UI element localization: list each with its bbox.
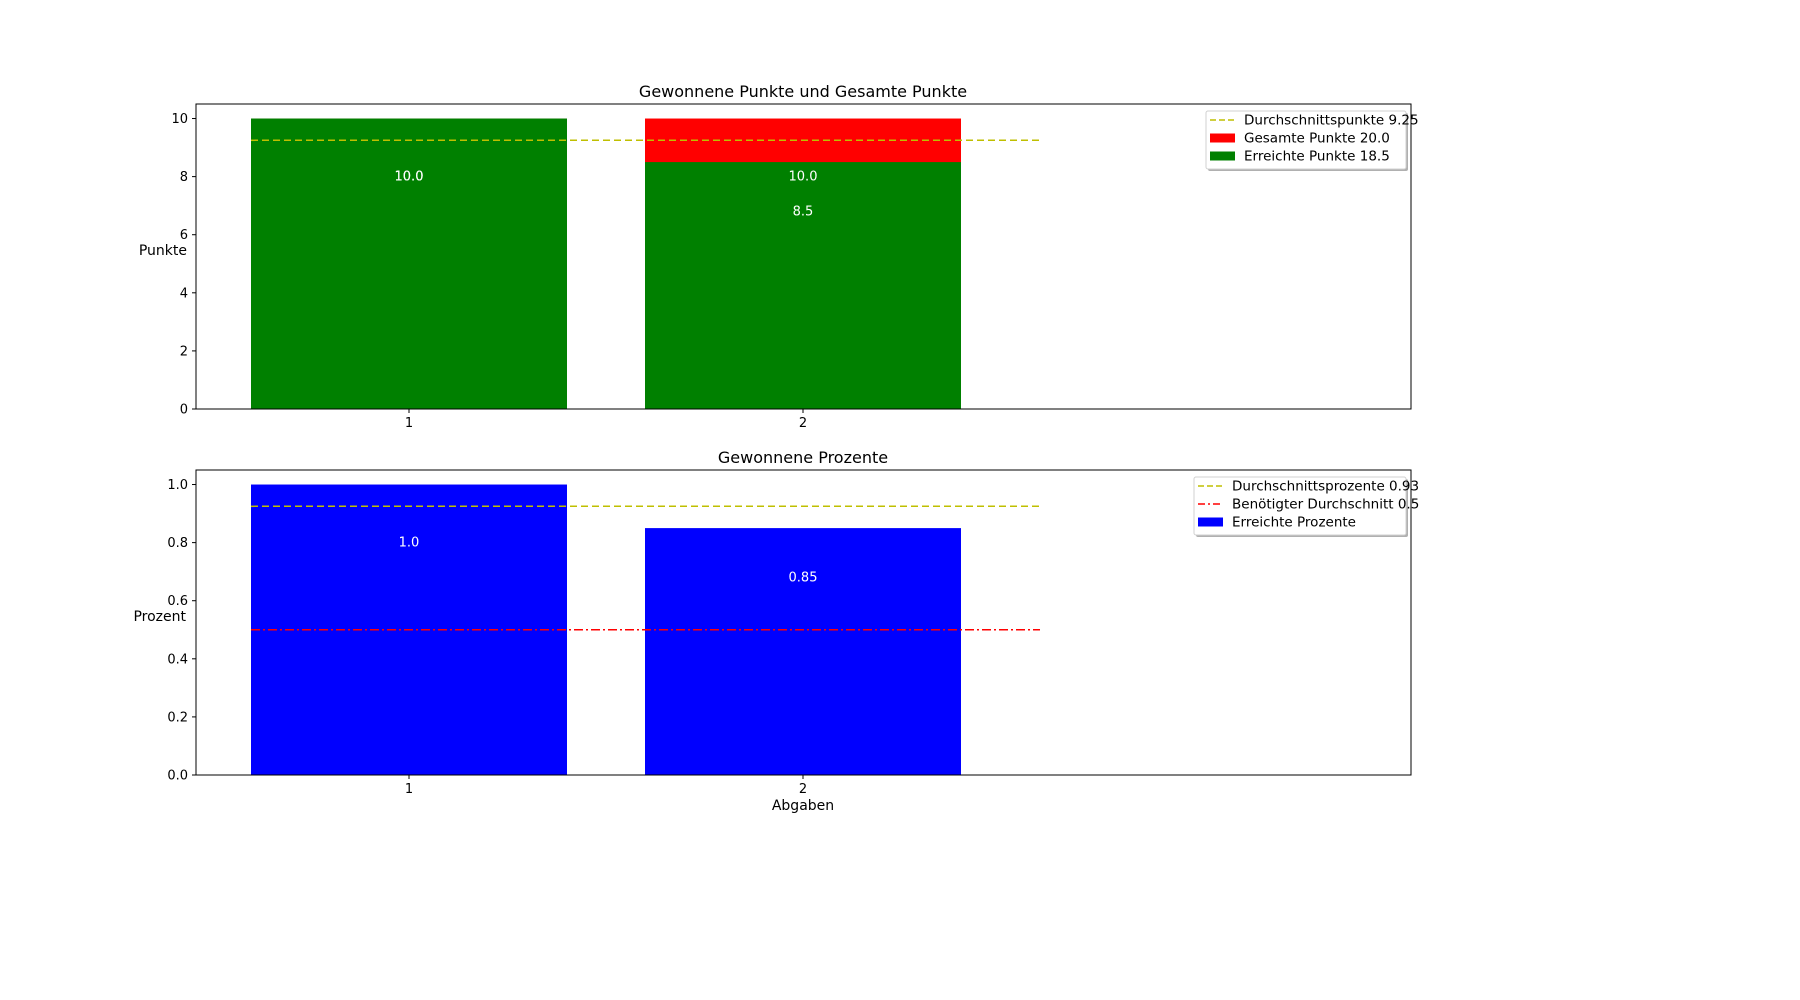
legend-box (1205, 110, 1407, 170)
y-axis-label: Prozent (133, 609, 186, 625)
legend-entry-label: Erreichte Punkte 18.5 (1244, 149, 1390, 165)
bar-label-series-0-cat-0: 1.0 (399, 536, 420, 551)
bar-series-1-cat-0 (251, 118, 567, 410)
legend-entry-label: Durchschnittsprozente 0.93 (1232, 479, 1419, 495)
percent-chart: Gewonnene Prozente Prozent Abgaben 1.0 0.… (133, 448, 1419, 814)
y-tick-label: 0.2 (167, 710, 188, 725)
bar-label-series-1-cat-0: 10.0 (395, 170, 424, 185)
x-axis-label: Abgaben (772, 798, 834, 814)
bar-series-0-cat-1 (645, 528, 961, 775)
legend-handle-patch (1210, 151, 1235, 161)
y-tick-label: 0 (180, 403, 188, 418)
chart-title: Gewonnene Prozente (718, 448, 888, 467)
x-tick-label: 1 (405, 416, 413, 431)
x-tick-label: 2 (799, 782, 807, 797)
y-axis-label: Punkte (139, 243, 187, 259)
y-tick-label: 2 (180, 344, 188, 359)
y-tick-label: 1.0 (167, 478, 188, 493)
plot-frame (195, 103, 1412, 410)
legend-entry-label: Erreichte Prozente (1232, 515, 1356, 531)
plot-frame (195, 469, 1412, 776)
bar-label-series-0-cat-1: 10.0 (789, 170, 818, 185)
legend-box (1193, 476, 1407, 536)
y-tick-label: 4 (180, 286, 188, 301)
legend-entry-label: Durchschnittspunkte 9.25 (1244, 113, 1419, 129)
y-tick-label: 0.8 (167, 536, 188, 551)
legend-entry-label: Gesamte Punkte 20.0 (1244, 131, 1390, 147)
bar-label-series-1-cat-1: 8.5 (793, 204, 814, 219)
y-tick-label: 0.4 (167, 652, 188, 667)
y-tick-label: 0.6 (167, 594, 188, 609)
legend-handle-patch (1198, 517, 1223, 527)
x-tick-label: 2 (799, 416, 807, 431)
bar-series-1-cat-1 (645, 162, 961, 409)
y-tick-label: 8 (180, 170, 188, 185)
y-tick-label: 6 (180, 228, 188, 243)
bar-label-series-0-cat-0: 10.0 (395, 170, 424, 185)
x-tick-label: 1 (405, 782, 413, 797)
chart-title: Gewonnene Punkte und Gesamte Punkte (639, 82, 967, 101)
bar-label-series-0-cat-1: 0.85 (789, 570, 818, 585)
y-tick-label: 0.0 (167, 769, 188, 784)
y-tick-label: 10 (171, 112, 188, 127)
legend-entry-label: Benötigter Durchschnitt 0.5 (1232, 497, 1419, 513)
legend-handle-patch (1210, 133, 1235, 143)
points-chart: Gewonnene Punkte und Gesamte Punkte Punk… (139, 82, 1419, 431)
